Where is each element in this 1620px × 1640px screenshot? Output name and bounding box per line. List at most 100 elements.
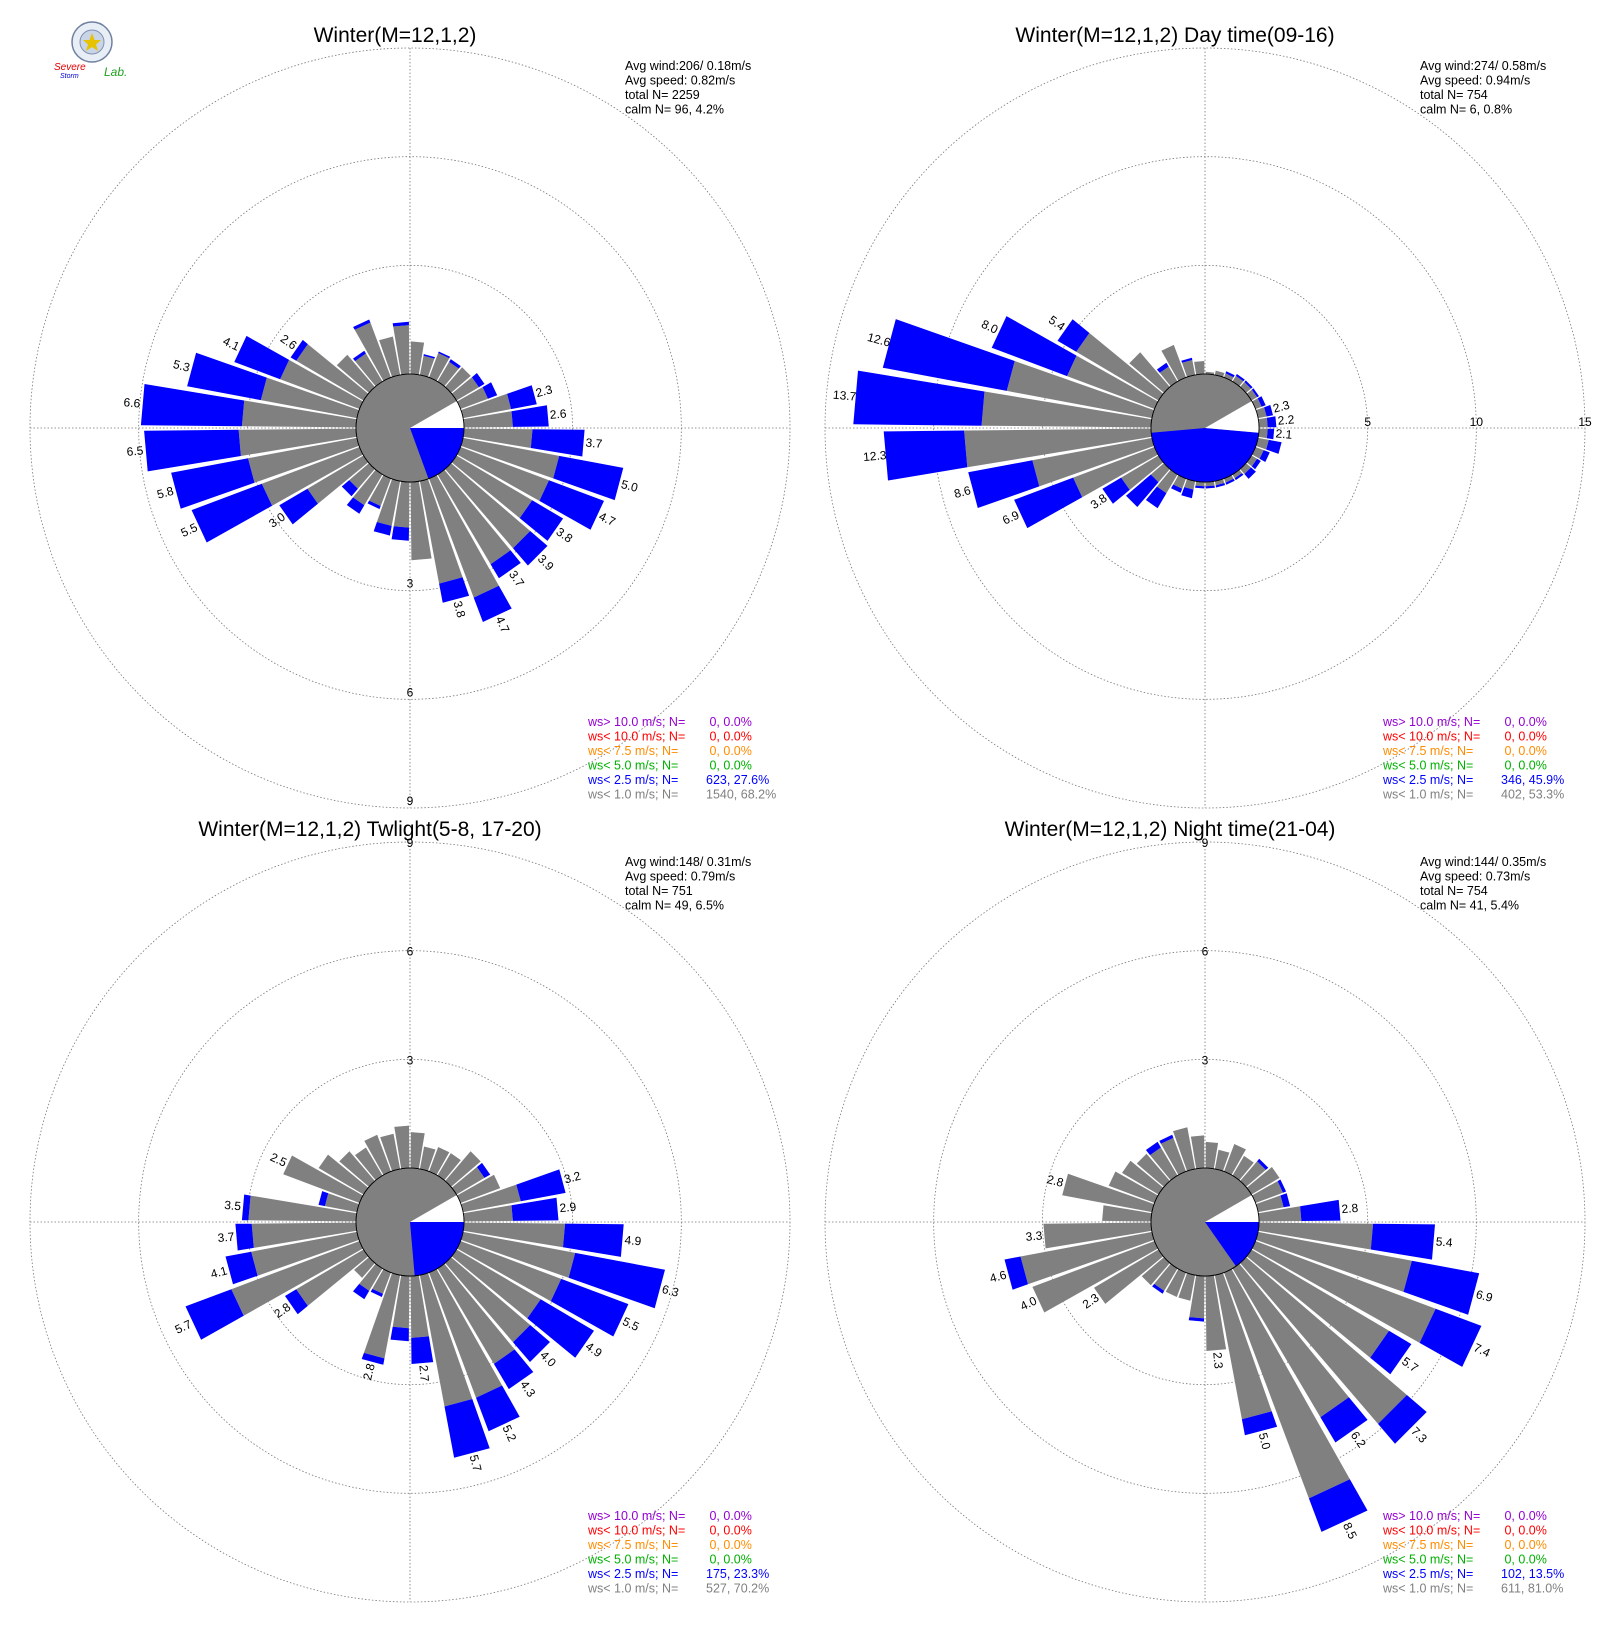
bar-value-label: 4.7: [493, 614, 513, 635]
bar-blue-sector: [1195, 485, 1205, 489]
bar-blue-sector: [1145, 1141, 1161, 1156]
bar-blue-sector: [191, 483, 273, 543]
bar-blue-sector: [1159, 1134, 1174, 1144]
bar-value-label: 4.9: [583, 1339, 605, 1360]
bar-gray-sector: [1205, 1275, 1227, 1351]
bar-blue-sector: [519, 500, 564, 541]
bar-gray-sector: [1205, 1141, 1219, 1169]
bar-gray-sector: [1194, 361, 1205, 375]
bar-blue-sector: [353, 350, 366, 362]
bar-value-label: 3.5: [224, 1198, 242, 1213]
legend-row: ws< 5.0 m/s; N= 0, 0.0%: [587, 759, 752, 773]
bar-blue-sector: [361, 1352, 385, 1365]
ring-label: 3: [407, 1053, 414, 1067]
bar-blue-sector: [511, 405, 549, 427]
calm-outline: [355, 373, 465, 483]
bar-gray-sector: [1255, 1231, 1412, 1292]
bar-value-label: 2.5: [268, 1150, 289, 1170]
bar-gray-sector: [463, 1222, 566, 1248]
bar-gray-sector: [372, 1269, 391, 1294]
bar-gray-sector: [445, 1151, 481, 1187]
bar-value-label: 3.7: [585, 436, 603, 451]
calm-outline: [1150, 373, 1260, 483]
bar-blue-sector: [476, 1385, 520, 1432]
bar-gray-sector: [1006, 361, 1155, 419]
bar-gray-sector: [379, 336, 401, 378]
bar-value-label: 3.3: [1025, 1228, 1043, 1243]
legend-value: 0, 0.0%: [1501, 759, 1547, 773]
bar-value-label: 2.3: [1210, 1352, 1225, 1370]
bar-gray-sector: [248, 437, 360, 483]
bar-gray-sector: [1214, 1149, 1230, 1172]
legend-value: 0, 0.0%: [1501, 1553, 1547, 1567]
bar-gray-sector: [460, 393, 512, 419]
legend-label: ws> 10.0 m/s; N=: [587, 715, 685, 729]
bar-gray-sector: [280, 359, 363, 409]
ring-label: 10: [1470, 415, 1484, 429]
bar-gray-sector: [419, 1272, 473, 1407]
legend-label: ws< 2.5 m/s; N=: [1382, 1567, 1473, 1581]
bar-gray-sector: [1255, 407, 1267, 419]
legend-value: 0, 0.0%: [1501, 715, 1547, 729]
bar-gray-sector: [1240, 1161, 1266, 1187]
legend-row: ws> 10.0 m/s; N= 0, 0.0%: [1382, 1509, 1547, 1523]
legend-row: ws< 7.5 m/s; N= 0, 0.0%: [1382, 1538, 1547, 1552]
legend-value: 1540, 68.2%: [706, 788, 776, 802]
legend-label: ws< 10.0 m/s; N=: [1382, 1524, 1480, 1538]
bar-blue-sector: [392, 321, 409, 327]
bar-blue-sector: [1181, 357, 1193, 363]
bar-value-label: 3.7: [217, 1230, 235, 1245]
bar-gray-sector: [1173, 475, 1186, 489]
bar-gray-sector: [1154, 1263, 1178, 1291]
bar-value-label: 5.2: [500, 1423, 520, 1444]
bar-value-label: 4.3: [517, 1378, 538, 1400]
bar-value-label: 2.9: [559, 1200, 577, 1215]
bar-gray-sector: [318, 1154, 369, 1195]
bar-blue-sector: [341, 480, 358, 497]
bar-gray-sector: [410, 341, 425, 375]
ring-label: 6: [1202, 945, 1209, 959]
legend-value: 0, 0.0%: [706, 1509, 752, 1523]
bar-blue-sector: [511, 1197, 559, 1221]
bar-blue-sector: [507, 385, 537, 410]
calm-blue-wedge: [1205, 1222, 1259, 1267]
bar-blue-sector: [353, 1283, 370, 1300]
bar-value-label: 2.6: [549, 406, 567, 421]
bar-gray-sector: [1258, 1222, 1374, 1250]
legend-label: ws< 5.0 m/s; N=: [587, 1553, 678, 1567]
bar-gray-sector: [410, 1275, 429, 1338]
bar-gray-sector: [393, 481, 410, 528]
bar-gray-sector: [460, 1231, 576, 1278]
lab-logo-text-severe: Severe: [54, 62, 86, 73]
bar-blue-sector: [513, 1325, 550, 1362]
bar-gray-sector: [394, 1125, 410, 1169]
bar-blue-sector: [234, 335, 290, 380]
ring-label: 5: [1364, 415, 1371, 429]
lab-logo-text-storm: Storm: [60, 73, 79, 80]
bar-blue-sector: [1225, 478, 1235, 485]
bar-value-label: 8.5: [1340, 1520, 1360, 1541]
bar-gray-sector: [1094, 1249, 1164, 1304]
bar-blue-sector: [882, 319, 1015, 391]
bar-blue-sector: [1225, 371, 1235, 378]
bar-value-label: 12.6: [866, 330, 892, 350]
bar-blue-sector: [1004, 1256, 1028, 1290]
chart-title: Winter(M=12,1,2) Day time(09-16): [1015, 24, 1334, 47]
bar-gray-sector: [1150, 1147, 1178, 1181]
bar-value-label: 5.3: [172, 357, 192, 375]
bar-gray-sector: [1165, 1269, 1186, 1297]
bar-gray-sector: [429, 475, 499, 598]
bar-gray-sector: [437, 361, 459, 387]
legend-value: 402, 53.3%: [1501, 788, 1564, 802]
bar-blue-sector: [1308, 1479, 1368, 1532]
bar-value-label: 5.7: [173, 1317, 194, 1337]
legend-row: ws< 10.0 m/s; N= 0, 0.0%: [1382, 730, 1547, 744]
bar-gray-sector: [307, 455, 369, 504]
calm-white-wedge: [1205, 401, 1260, 433]
bar-gray-sector: [364, 1134, 391, 1175]
bar-gray-sector: [261, 447, 363, 506]
calm-blue-wedge: [1151, 428, 1259, 483]
bar-gray-sector: [1067, 355, 1158, 409]
legend-row: ws< 7.5 m/s; N= 0, 0.0%: [1382, 744, 1547, 758]
